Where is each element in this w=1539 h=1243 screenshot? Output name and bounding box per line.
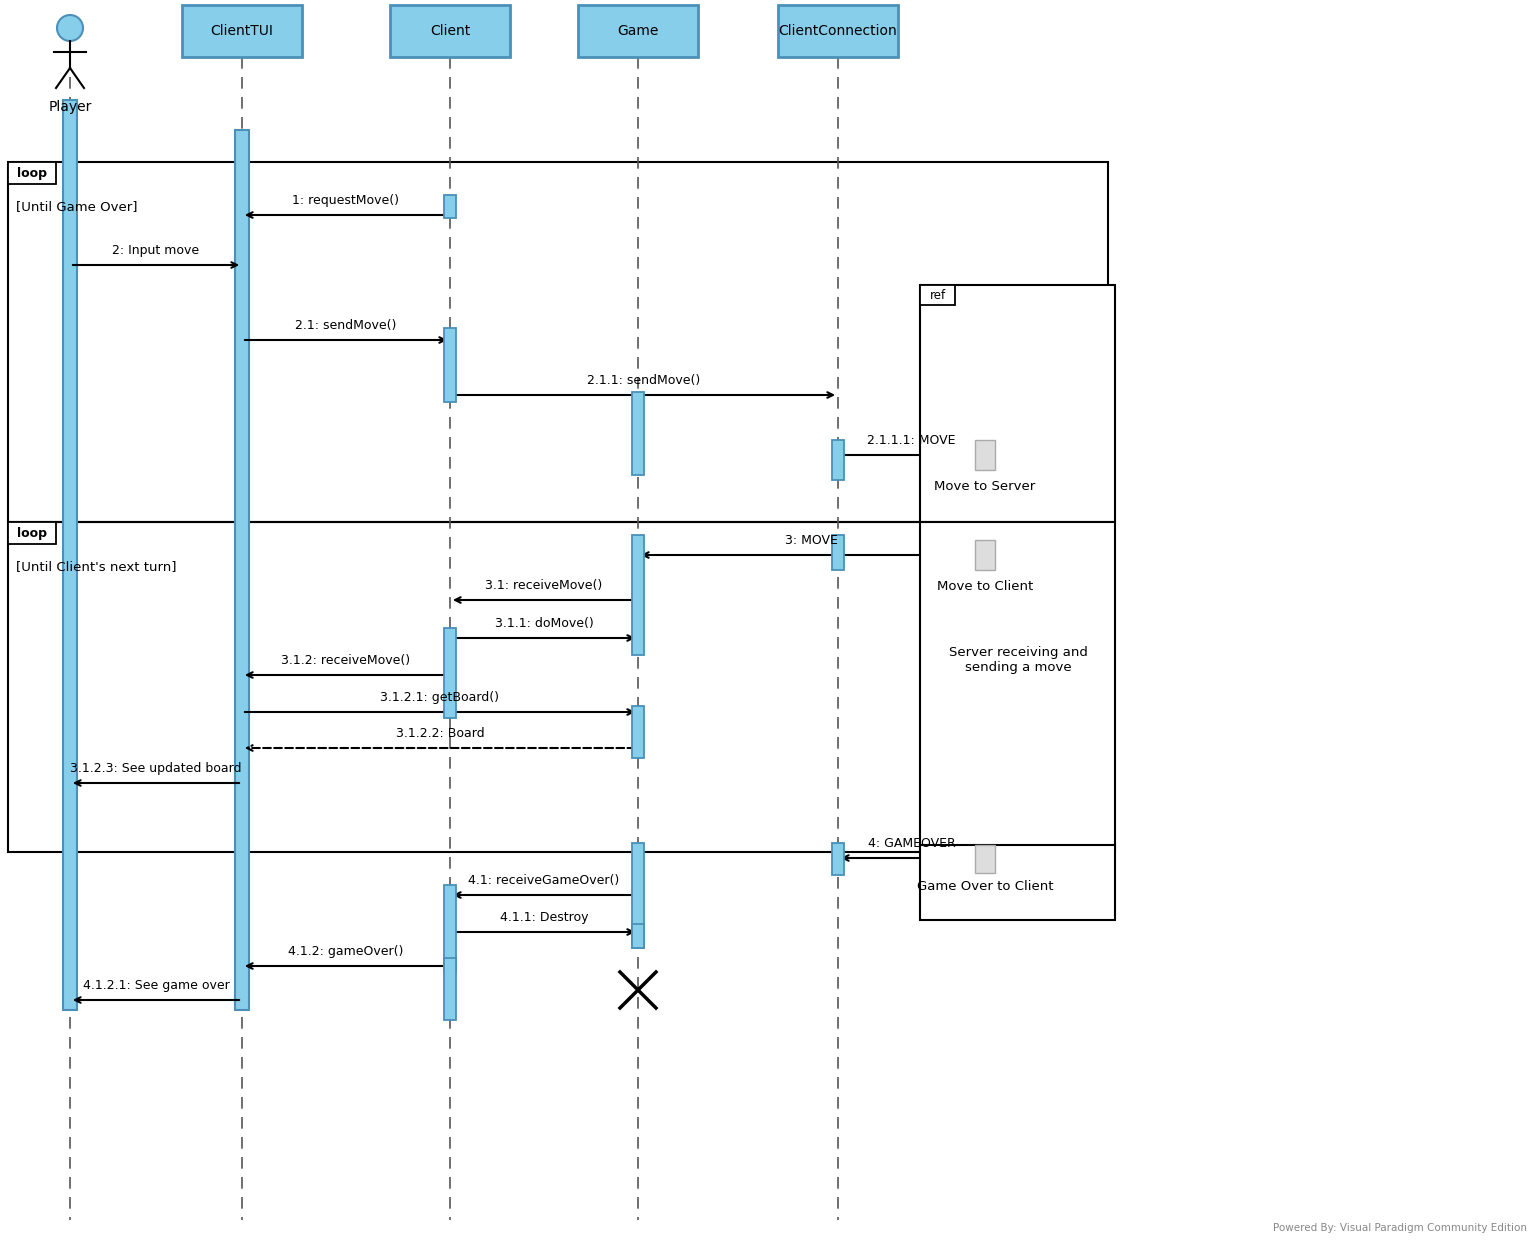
Bar [633, 392, 643, 475]
Bar [976, 539, 996, 571]
Bar [443, 628, 456, 718]
Bar [833, 440, 843, 480]
Bar [443, 195, 456, 218]
Text: Player: Player [48, 99, 92, 114]
Text: 3: MOVE: 3: MOVE [785, 534, 837, 547]
Bar [779, 5, 897, 57]
Bar [976, 845, 996, 873]
Text: 4.1.1: Destroy: 4.1.1: Destroy [500, 911, 588, 924]
Bar [633, 924, 643, 948]
Text: loop: loop [17, 527, 48, 539]
Text: 4.1: receiveGameOver(): 4.1: receiveGameOver() [468, 874, 620, 888]
Text: 4.1.2: gameOver(): 4.1.2: gameOver() [288, 945, 403, 958]
Text: Move to Server: Move to Server [934, 480, 1036, 493]
Text: 2.1: sendMove(): 2.1: sendMove() [295, 319, 397, 332]
Text: ref: ref [930, 288, 945, 302]
Text: Client: Client [429, 24, 469, 39]
Text: [Until Client's next turn]: [Until Client's next turn] [15, 561, 177, 573]
Text: Game Over to Client: Game Over to Client [917, 880, 1053, 892]
Bar [633, 706, 643, 758]
Text: Move to Client: Move to Client [937, 580, 1033, 593]
Bar [182, 5, 302, 57]
Bar [633, 534, 643, 655]
Bar [633, 843, 643, 948]
Bar [976, 440, 996, 470]
Text: 4.1.2.1: See game over: 4.1.2.1: See game over [83, 979, 229, 992]
Bar [8, 522, 1108, 851]
Text: Powered By: Visual Paradigm Community Edition: Powered By: Visual Paradigm Community Ed… [1273, 1223, 1527, 1233]
Bar [235, 131, 249, 1011]
Bar [920, 285, 1114, 522]
Bar [389, 5, 509, 57]
Text: 3.1.2.2: Board: 3.1.2.2: Board [396, 727, 485, 740]
Text: 4: GAMEOVER: 4: GAMEOVER [868, 837, 956, 850]
Bar [920, 285, 956, 305]
Text: 3.1.2.3: See updated board: 3.1.2.3: See updated board [71, 762, 242, 774]
Text: 3.1.2.1: getBoard(): 3.1.2.1: getBoard() [380, 691, 500, 704]
Bar [443, 328, 456, 401]
Text: ClientTUI: ClientTUI [211, 24, 274, 39]
Bar [920, 522, 1114, 851]
Bar [579, 5, 699, 57]
Bar [8, 162, 1108, 522]
Text: ClientConnection: ClientConnection [779, 24, 897, 39]
Text: 2.1.1: sendMove(): 2.1.1: sendMove() [588, 374, 700, 387]
Bar [443, 885, 456, 972]
Text: 3.1: receiveMove(): 3.1: receiveMove() [485, 579, 603, 592]
Text: 3.1.2: receiveMove(): 3.1.2: receiveMove() [282, 654, 411, 667]
Bar [920, 845, 1114, 920]
Text: 1: requestMove(): 1: requestMove() [292, 194, 400, 208]
Text: loop: loop [17, 167, 48, 179]
Bar [833, 534, 843, 571]
Circle shape [57, 15, 83, 41]
Bar [8, 162, 55, 184]
Text: Server receiving and
sending a move: Server receiving and sending a move [948, 646, 1088, 674]
Text: Game: Game [617, 24, 659, 39]
Text: 2.1.1.1: MOVE: 2.1.1.1: MOVE [868, 434, 956, 447]
Text: [Until Game Over]: [Until Game Over] [15, 200, 137, 213]
Text: 2: Input move: 2: Input move [112, 244, 200, 257]
Text: 3.1.1: doMove(): 3.1.1: doMove() [494, 617, 594, 630]
Bar [8, 522, 55, 544]
Bar [63, 99, 77, 1011]
Bar [443, 958, 456, 1021]
Bar [833, 843, 843, 875]
